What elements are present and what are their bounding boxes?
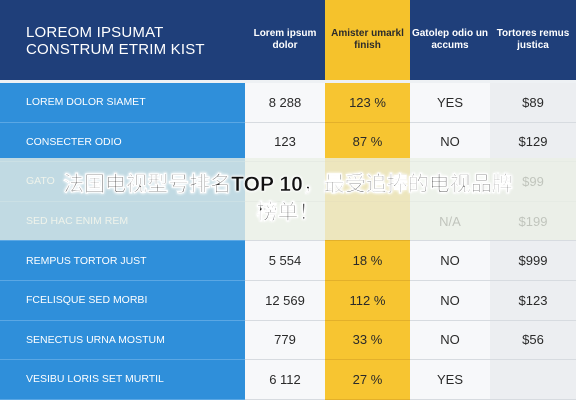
table-cell: $123 — [490, 281, 576, 321]
row-label: SENECTUS URNA MOSTUM — [0, 320, 245, 361]
table-cell: YES — [410, 83, 490, 123]
table-cell: 5 554 — [245, 241, 325, 281]
table-cell: 123 — [245, 122, 325, 163]
row-label: REMPUS TORTOR JUST — [0, 241, 245, 281]
banner-text: 法国电视型号排名TOP 10，最受追捧的电视品牌榜单！ — [63, 173, 513, 225]
table-cell: 27 % — [325, 360, 410, 400]
row-label: LOREM DOLOR SIAMET — [0, 83, 245, 123]
table-cell: 33 % — [325, 320, 410, 361]
table-title: LOREOM IPSUMAT CONSTRUM ETRIM KIST — [26, 24, 205, 58]
table-cell: NO — [410, 320, 490, 361]
row-label: CONSECTER ODIO — [0, 122, 245, 163]
overlay-banner: 法国电视型号排名TOP 10，最受追捧的电视品牌榜单！ — [0, 158, 576, 240]
table-cell: NO — [410, 241, 490, 281]
table-cell: 18 % — [325, 241, 410, 281]
table-cell: $89 — [490, 83, 576, 123]
table-cell: 6 112 — [245, 360, 325, 400]
table-cell: 779 — [245, 320, 325, 361]
header-bg — [0, 0, 576, 80]
table-cell: 12 569 — [245, 281, 325, 321]
table-cell: 87 % — [325, 122, 410, 163]
column-header: Lorem ipsum dolor — [253, 28, 317, 51]
table-cell: NO — [410, 122, 490, 163]
table-cell: $129 — [490, 122, 576, 163]
column-header: Gatolep odio un accums — [411, 28, 489, 51]
table-cell: 8 288 — [245, 83, 325, 123]
column-header: Amister umarkl finish — [325, 0, 410, 80]
table-cell: $999 — [490, 241, 576, 281]
table-cell — [490, 360, 576, 400]
row-label: VESIBU LORIS SET MURTIL — [0, 360, 245, 400]
column-header: Tortores remus justica — [496, 28, 570, 51]
table-cell: YES — [410, 360, 490, 400]
row-label: FCELISQUE SED MORBI — [0, 281, 245, 321]
table-cell: 123 % — [325, 83, 410, 123]
table-cell: NO — [410, 281, 490, 321]
table-cell: $56 — [490, 320, 576, 361]
table-cell: 112 % — [325, 281, 410, 321]
